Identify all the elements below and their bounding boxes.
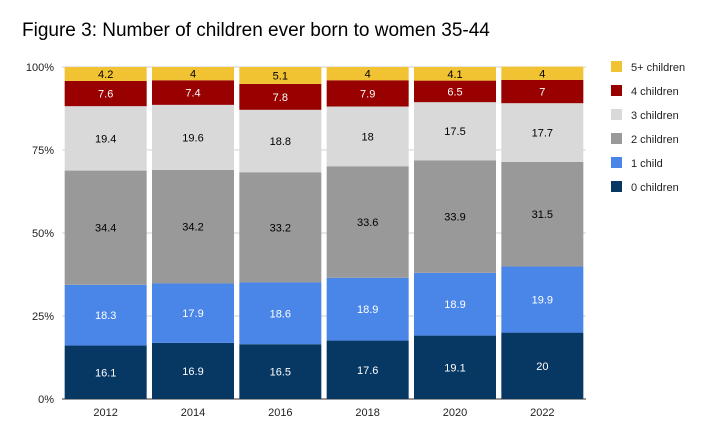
x-tick-label: 2014	[181, 407, 205, 419]
bar-segment-0-children	[239, 344, 322, 399]
data-label: 4	[190, 69, 196, 81]
bar-segment-1-child	[64, 284, 147, 346]
legend-swatch	[611, 61, 622, 72]
bar-segment-1-child	[326, 277, 409, 341]
data-label: 18.9	[357, 304, 378, 316]
bar-segment-5-children	[64, 67, 147, 81]
legend-label: 4 children	[631, 86, 679, 98]
legend-label: 1 child	[631, 158, 663, 170]
data-label: 17.7	[532, 128, 553, 140]
bar-segment-4-children	[64, 80, 147, 107]
bar-segment-4-children	[152, 80, 234, 105]
y-tick-label: 0%	[38, 394, 54, 406]
bar-segment-3-children	[64, 106, 147, 171]
bar-segment-1-child	[414, 272, 496, 336]
x-tick-label: 2020	[443, 407, 467, 419]
bar-segment-3-children	[239, 109, 322, 173]
bar-segment-0-children	[152, 342, 234, 399]
x-tick-label: 2022	[530, 407, 554, 419]
legend-swatch	[611, 133, 622, 144]
legend-label: 2 children	[631, 134, 679, 146]
data-label: 34.4	[95, 223, 116, 235]
data-label: 16.1	[95, 367, 116, 379]
bar-segment-0-children	[414, 335, 496, 399]
bar-segment-3-children	[152, 104, 234, 170]
data-label: 33.9	[444, 212, 465, 224]
data-label: 18.8	[270, 136, 291, 148]
bar-segment-0-children	[326, 340, 409, 399]
legend-label: 3 children	[631, 110, 679, 122]
y-tick-label: 75%	[32, 145, 54, 157]
chart-title: Figure 3: Number of children ever born t…	[22, 20, 490, 41]
bar-segment-2-children	[501, 161, 584, 267]
data-label: 7.8	[273, 92, 288, 104]
data-label: 7	[539, 87, 545, 99]
y-tick-label: 25%	[32, 311, 54, 323]
legend-label: 0 children	[631, 182, 679, 194]
data-label: 18	[362, 131, 374, 143]
bar-segment-5-children	[239, 67, 322, 84]
bar-segment-1-child	[239, 282, 322, 345]
data-label: 18.3	[95, 310, 116, 322]
data-label: 18.9	[444, 299, 465, 311]
bar-segment-4-children	[239, 83, 322, 110]
data-label: 33.6	[357, 217, 378, 229]
bar-segment-1-child	[501, 266, 584, 333]
x-tick-label: 2012	[93, 407, 117, 419]
bar-segment-5-children	[501, 66, 584, 80]
data-label: 6.5	[447, 86, 462, 98]
data-label: 17.9	[182, 308, 203, 320]
data-label: 19.9	[532, 295, 553, 307]
data-label: 19.6	[182, 132, 203, 144]
data-label: 34.2	[182, 222, 203, 234]
data-label: 4.1	[447, 69, 462, 81]
data-label: 5.1	[273, 70, 288, 82]
bar-segment-3-children	[501, 103, 584, 162]
data-label: 4	[539, 68, 545, 80]
data-label: 33.2	[270, 222, 291, 234]
bar-segment-2-children	[414, 160, 496, 273]
bar-segment-3-children	[326, 106, 409, 167]
data-label: 31.5	[532, 209, 553, 221]
bar-segment-1-child	[152, 283, 234, 343]
data-label: 17.5	[444, 126, 465, 138]
bar-segment-3-children	[414, 102, 496, 161]
bar-segment-0-children	[64, 345, 147, 399]
data-label: 19.4	[95, 133, 116, 145]
bar-segment-4-children	[326, 80, 409, 107]
legend-swatch	[611, 85, 622, 96]
bar-segment-2-children	[326, 166, 409, 278]
bar-segment-5-children	[414, 67, 496, 81]
data-label: 4.2	[98, 69, 113, 81]
x-tick-label: 2018	[355, 407, 379, 419]
bar-segment-2-children	[152, 169, 234, 284]
legend-swatch	[611, 157, 622, 168]
bar-segment-0-children	[501, 332, 584, 399]
bar-segment-2-children	[64, 170, 147, 285]
bar-segment-5-children	[326, 67, 409, 81]
data-label: 7.9	[360, 88, 375, 100]
legend-label: 5+ children	[631, 62, 685, 74]
data-label: 4	[365, 69, 371, 81]
data-label: 18.6	[270, 308, 291, 320]
y-tick-label: 50%	[32, 228, 54, 240]
data-label: 19.1	[444, 362, 465, 374]
data-label: 20	[536, 361, 548, 373]
data-label: 17.6	[357, 365, 378, 377]
bar-segment-2-children	[239, 172, 322, 283]
x-tick-label: 2016	[268, 407, 292, 419]
legend-swatch	[611, 181, 622, 192]
bar-segment-5-children	[152, 67, 234, 81]
y-tick-label: 100%	[26, 62, 54, 74]
data-label: 7.6	[98, 89, 113, 101]
data-label: 16.5	[270, 367, 291, 379]
data-label: 7.4	[185, 88, 200, 100]
bar-segment-4-children	[414, 80, 496, 103]
legend-swatch	[611, 109, 622, 120]
bar-segment-4-children	[501, 79, 584, 104]
data-label: 16.9	[182, 366, 203, 378]
